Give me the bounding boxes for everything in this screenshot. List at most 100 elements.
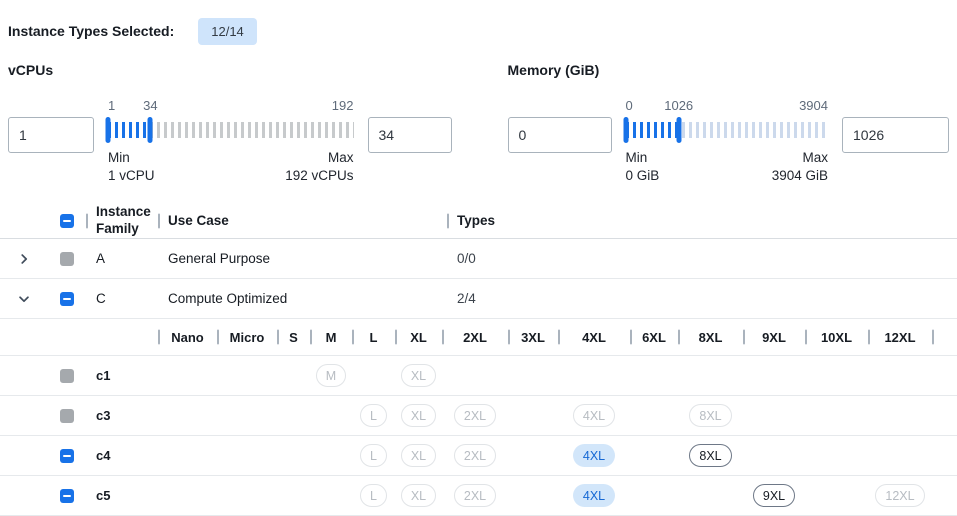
size-cell-2XL: 2XL xyxy=(442,476,508,515)
vcpu-max-input[interactable] xyxy=(367,117,452,153)
instance-name: c4 xyxy=(96,448,111,464)
expand-cell xyxy=(0,396,48,435)
expand-family-A-button[interactable] xyxy=(12,247,36,271)
size-cell-12XL xyxy=(868,356,932,395)
instance-c5-checkbox[interactable] xyxy=(60,488,74,503)
size-column-header-6XL: 6XL xyxy=(630,319,678,355)
size-cell-XL: XL xyxy=(395,476,442,515)
size-cell-2XL xyxy=(442,356,508,395)
size-header-row: Nano Micro S M L XL 2XL 3XL 4XL 6XL 8XL 9XL 10XL 12XL xyxy=(0,319,957,357)
size-cell-2XL: 2XL xyxy=(442,436,508,475)
size-cell-XL: XL xyxy=(395,436,442,475)
size-cell-Micro xyxy=(217,396,277,435)
memory-max-value: 3904 GiB xyxy=(771,168,828,184)
size-column-header-9XL: 9XL xyxy=(743,319,805,355)
memory-min-caption: Min xyxy=(625,150,648,165)
memory-slider-track[interactable] xyxy=(623,117,828,143)
family-name: C xyxy=(96,291,106,307)
vcpu-slider-track[interactable] xyxy=(105,117,354,143)
memory-selected-min-label: 0 xyxy=(625,98,633,113)
size-column-header-12XL: 12XL xyxy=(868,319,932,355)
size-header-spacer xyxy=(48,319,86,355)
memory-slider-min-handle[interactable] xyxy=(623,117,628,143)
column-header-use-case: Use Case xyxy=(158,203,447,238)
memory-max-caption: Max xyxy=(802,150,828,165)
size-cell-8XL xyxy=(678,356,743,395)
selection-summary-bar: Instance Types Selected: 12/14 xyxy=(0,0,957,46)
size-cell-12XL xyxy=(868,436,932,475)
c4-xl-pill: XL xyxy=(400,444,437,468)
c4-4xl-pill[interactable]: 4XL xyxy=(572,444,616,468)
size-cell-9XL xyxy=(743,396,805,435)
size-column-header-4XL: 4XL xyxy=(558,319,630,355)
size-column-header-S: S xyxy=(277,319,310,355)
size-cell-8XL: 8XL xyxy=(678,436,743,475)
size-cell-9XL xyxy=(743,356,805,395)
size-column-header-L: L xyxy=(352,319,395,355)
c4-l-pill: L xyxy=(360,444,387,468)
memory-max-input[interactable] xyxy=(842,117,949,153)
family-name: A xyxy=(96,251,106,267)
size-cell-Nano xyxy=(158,356,217,395)
instance-checkbox-cell xyxy=(48,436,86,475)
c3-xl-pill: XL xyxy=(400,404,437,428)
size-cell-S xyxy=(277,356,310,395)
vcpu-slider-max-handle[interactable] xyxy=(147,117,153,143)
c5-4xl-pill[interactable]: 4XL xyxy=(572,484,616,508)
size-column-header-Nano: Nano xyxy=(158,319,217,355)
selected-count-badge: 12/14 xyxy=(198,17,257,45)
vcpu-min-caption: Min xyxy=(108,150,130,165)
vcpu-slider-captions: Min 1 vCPU Max 192 vCPUs xyxy=(108,149,354,185)
size-cell-12XL: 12XL xyxy=(868,476,932,515)
collapse-family-C-button[interactable] xyxy=(12,287,36,311)
size-cell-L: L xyxy=(352,396,395,435)
size-cell-10XL xyxy=(805,396,868,435)
vcpu-max-caption: Max xyxy=(327,150,354,165)
chevron-right-icon xyxy=(21,254,28,264)
memory-slider-max-handle[interactable] xyxy=(676,117,682,143)
size-cell-8XL: 8XL xyxy=(678,396,743,435)
vcpu-range-slider: 1 34 192 Min 1 vCPU xyxy=(105,98,354,185)
c3-8xl-pill: 8XL xyxy=(689,404,732,428)
size-cell-10XL xyxy=(805,436,868,475)
vcpu-min-input[interactable] xyxy=(8,117,94,153)
c5-9xl-pill[interactable]: 9XL xyxy=(752,484,796,508)
instance-family-table: Instance Family Use Case Types A General … xyxy=(0,203,957,516)
size-header-spacer xyxy=(0,319,48,355)
family-row-C: C Compute Optimized 2/4 xyxy=(0,279,957,320)
size-column-header-XL: XL xyxy=(395,319,442,355)
family-use-case: Compute Optimized xyxy=(168,291,288,307)
family-A-checkbox xyxy=(60,251,74,266)
memory-min-input[interactable] xyxy=(507,117,612,153)
c5-12xl-pill: 12XL xyxy=(875,484,925,508)
memory-max-label: 3904 xyxy=(799,98,828,113)
c3-4xl-pill: 4XL xyxy=(572,404,616,428)
size-cell-6XL xyxy=(630,436,678,475)
size-header-spacer xyxy=(86,319,158,355)
instance-name: c3 xyxy=(96,408,111,424)
c5-xl-pill: XL xyxy=(400,484,437,508)
size-cell-Micro xyxy=(217,436,277,475)
select-all-checkbox[interactable] xyxy=(60,213,74,228)
c4-2xl-pill: 2XL xyxy=(453,444,497,468)
c4-8xl-pill[interactable]: 8XL xyxy=(689,444,732,468)
vcpu-slider-min-handle[interactable] xyxy=(105,117,111,143)
size-cell-4XL xyxy=(558,356,630,395)
size-cell-M xyxy=(310,396,352,435)
size-cell-XL: XL xyxy=(395,356,442,395)
family-C-checkbox[interactable] xyxy=(60,291,74,306)
row-end xyxy=(932,396,957,435)
c3-l-pill: L xyxy=(360,404,387,428)
family-types-count: 2/4 xyxy=(457,291,476,307)
filters-section: vCPUs 1 34 192 xyxy=(0,46,957,185)
memory-filter: Memory (GiB) 0 1026 3904 xyxy=(507,62,949,185)
size-header-end xyxy=(932,319,957,355)
c1-xl-pill: XL xyxy=(400,364,437,388)
instance-row-c3: c3 L XL 2XL 4XL 8XL xyxy=(0,396,957,437)
vcpu-filter-title: vCPUs xyxy=(8,62,54,78)
expand-cell xyxy=(0,356,48,395)
expand-cell xyxy=(0,239,48,278)
instance-c4-checkbox[interactable] xyxy=(60,448,74,463)
memory-slider-captions: Min 0 GiB Max 3904 GiB xyxy=(626,149,829,185)
size-column-header-3XL: 3XL xyxy=(508,319,558,355)
